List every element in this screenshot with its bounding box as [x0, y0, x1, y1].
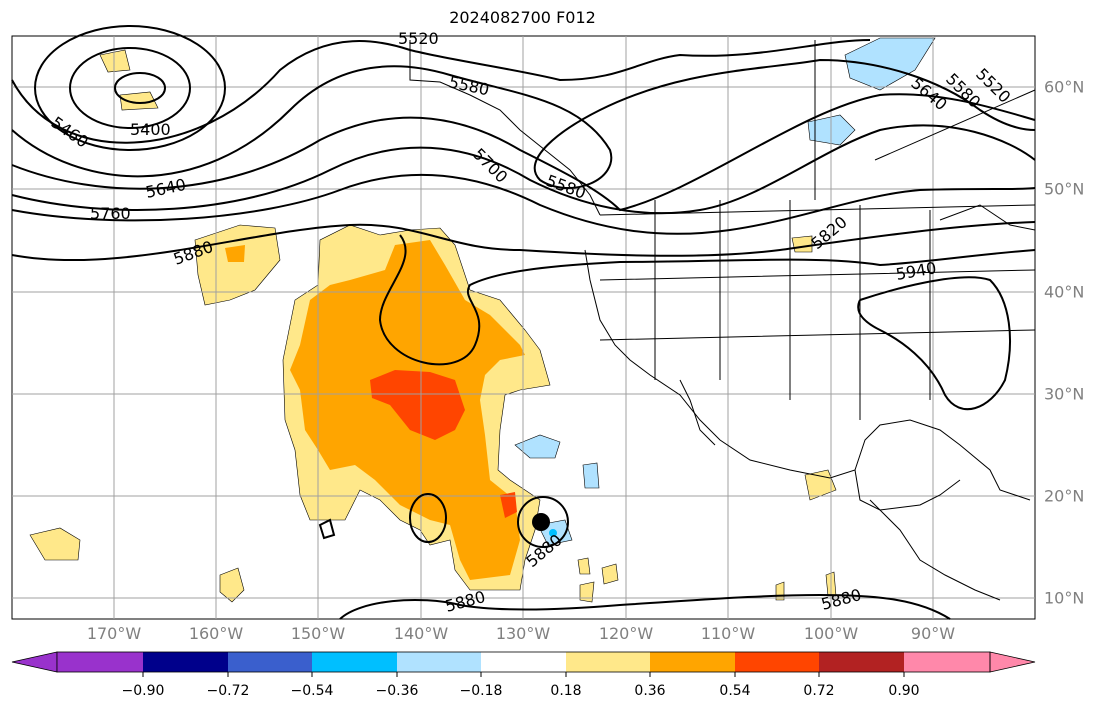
lat-label: 20°N — [1044, 486, 1085, 506]
contour-label: 5760 — [90, 204, 131, 223]
colorbar-tick: 0.90 — [888, 683, 920, 699]
shaded-field-max — [370, 370, 517, 518]
colorbar-tick: 0.36 — [634, 683, 666, 699]
colorbar — [11, 651, 1036, 677]
lon-label: 140°W — [393, 624, 449, 643]
map-title: 2024082700 F012 — [449, 8, 596, 27]
colorbar-tick: −0.36 — [375, 683, 419, 699]
graticule — [12, 36, 1035, 619]
lon-label: 110°W — [700, 624, 756, 643]
lat-label: 50°N — [1044, 179, 1085, 199]
contour-label: 5520 — [398, 29, 439, 48]
storm-center-marker — [532, 513, 550, 531]
colorbar-tick: 0.72 — [803, 683, 835, 699]
colorbar-tick: −0.54 — [290, 683, 334, 699]
colorbar-tick: 0.18 — [550, 683, 582, 699]
lon-label: 160°W — [188, 624, 244, 643]
colorbar-tick: −0.90 — [121, 683, 165, 699]
lon-label: 130°W — [495, 624, 551, 643]
lat-label: 60°N — [1044, 77, 1085, 97]
lat-label: 30°N — [1044, 384, 1085, 404]
colorbar-tick: −0.72 — [206, 683, 250, 699]
lon-label: 150°W — [290, 624, 346, 643]
colorbar-tick: −0.18 — [459, 683, 503, 699]
lon-label: 120°W — [598, 624, 654, 643]
lat-label: 40°N — [1044, 282, 1085, 302]
lon-label: 170°W — [86, 624, 142, 643]
lon-label: 100°W — [803, 624, 859, 643]
colorbar-tick: 0.54 — [719, 683, 751, 699]
height-contours — [11, 25, 1036, 620]
contour-label: 5400 — [130, 120, 171, 139]
lat-label: 10°N — [1044, 588, 1085, 608]
lon-label: 90°W — [910, 624, 956, 643]
